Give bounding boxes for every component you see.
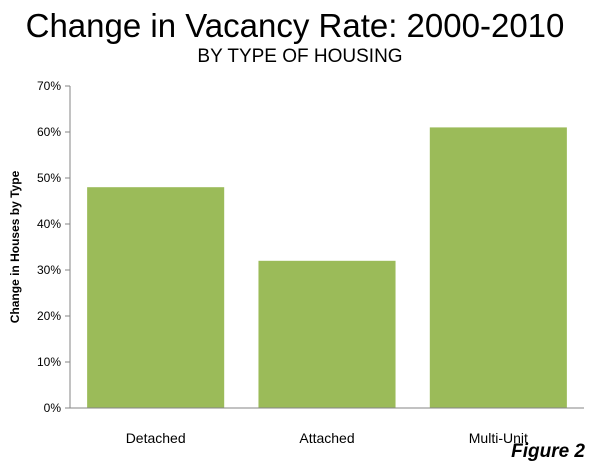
y-tick-label: 20% xyxy=(37,309,61,323)
y-tick-label: 50% xyxy=(37,171,61,185)
y-tick-label: 70% xyxy=(37,79,61,93)
y-tick-label: 0% xyxy=(44,401,62,415)
y-tick-label: 30% xyxy=(37,263,61,277)
bar-attached xyxy=(258,260,396,408)
x-tick-label: Detached xyxy=(126,430,186,446)
bar-detached xyxy=(87,187,225,408)
y-tick-label: 10% xyxy=(37,355,61,369)
y-axis-label: Change in Houses by Type xyxy=(8,170,22,323)
y-tick-label: 40% xyxy=(37,217,61,231)
chart-title: Change in Vacancy Rate: 2000-2010 xyxy=(25,7,565,44)
bar-multi-unit xyxy=(429,127,567,409)
figure-label: Figure 2 xyxy=(511,441,585,462)
x-tick-label: Multi-Unit xyxy=(469,430,528,446)
chart-subtitle: BY TYPE OF HOUSING xyxy=(197,46,403,67)
y-tick-label: 60% xyxy=(37,125,61,139)
x-tick-label: Attached xyxy=(299,430,354,446)
